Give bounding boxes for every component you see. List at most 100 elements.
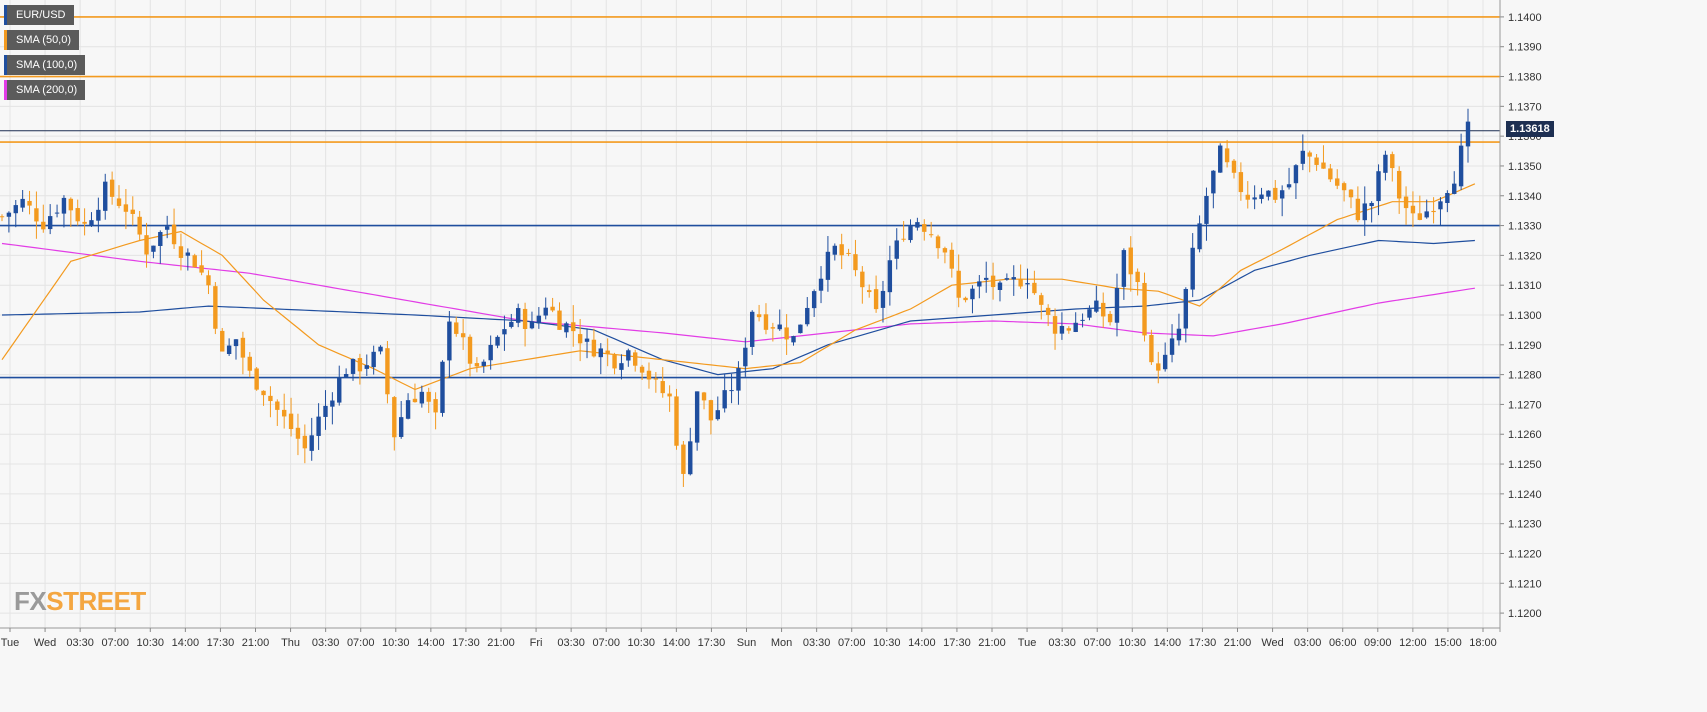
x-axis: Tue Wed 03:30 07:00 10:30 14:00 17:30 21:00 Thu 0…: [0, 627, 1500, 649]
candle-body: [522, 308, 528, 329]
candle-body: [839, 244, 844, 256]
candle-body: [626, 350, 631, 361]
candle-body: [412, 398, 418, 403]
candle-body: [777, 324, 782, 330]
candle-body: [1094, 300, 1099, 312]
candle-body: [164, 226, 170, 230]
candle-body: [1341, 183, 1347, 191]
y-tick-label: 1.1330: [1508, 221, 1542, 233]
candle-body: [433, 399, 438, 413]
candle-body: [674, 396, 679, 446]
candle-body: [1066, 328, 1072, 331]
candle-body: [639, 366, 645, 373]
candle-body: [571, 322, 576, 332]
x-tick-label: 17:30: [1189, 637, 1217, 649]
candle-body: [488, 344, 493, 361]
x-tick-label: 17:30: [943, 637, 971, 649]
candle-body: [1080, 319, 1085, 321]
candle-body: [82, 221, 87, 224]
legend-swatch: [4, 55, 7, 75]
candle-body: [887, 260, 893, 293]
candle-body: [309, 435, 314, 451]
x-tick-label: 10:30: [137, 637, 165, 649]
y-tick-label: 1.1220: [1508, 548, 1542, 560]
x-tick-label: 07:00: [101, 637, 129, 649]
x-tick-label: 17:30: [207, 637, 235, 649]
candle-body: [942, 248, 948, 253]
candle-body: [557, 310, 562, 330]
x-tick-label: 14:00: [908, 637, 936, 649]
x-tick-label: 17:30: [698, 637, 726, 649]
legend-item-sma100[interactable]: SMA (100,0): [4, 55, 86, 75]
candle-body: [481, 361, 486, 366]
y-tick-label: 1.1380: [1508, 72, 1542, 84]
x-tick-label: Wed: [1261, 637, 1283, 649]
candle-body: [1396, 170, 1402, 199]
candle-body: [1238, 172, 1244, 193]
y-tick-label: 1.1390: [1508, 42, 1542, 54]
legend-item-sma50[interactable]: SMA (50,0): [4, 30, 80, 50]
y-tick-label: 1.1290: [1508, 340, 1542, 352]
x-tick-label: 06:00: [1329, 637, 1357, 649]
candle-body: [825, 251, 831, 280]
candle-body: [1169, 338, 1175, 355]
candle-body: [1335, 178, 1340, 186]
x-tick-label: 14:00: [172, 637, 200, 649]
candle-body: [68, 198, 74, 211]
candle-body: [34, 208, 39, 222]
candle-body: [1431, 210, 1436, 213]
x-tick-label: 17:30: [452, 637, 480, 649]
candle-body: [949, 249, 955, 269]
candle-body: [901, 238, 906, 240]
candle-body: [935, 236, 941, 249]
legend-swatch: [4, 5, 7, 25]
candle-body: [47, 216, 53, 230]
candle-body: [75, 208, 80, 222]
y-axis: 1.1200 1.1210 1.1220 1.1230 1.1240 1.1250 1.12…: [1499, 0, 1542, 632]
legend-label: SMA (50,0): [16, 34, 72, 46]
candle-body: [818, 278, 824, 291]
candle-body: [915, 222, 920, 228]
candle-body: [653, 378, 659, 380]
candle-body: [151, 245, 156, 252]
candle-body: [529, 321, 535, 329]
candle-body: [694, 391, 700, 443]
candle-body: [213, 286, 218, 329]
y-tick-label: 1.1250: [1508, 459, 1542, 471]
candle-body: [1018, 278, 1023, 287]
candle-body: [1032, 282, 1037, 294]
candle-body: [1300, 150, 1306, 164]
candle-body: [178, 246, 184, 258]
candle-body: [1135, 271, 1140, 283]
x-tick-label: 14:00: [663, 637, 691, 649]
candle-body: [1114, 287, 1120, 323]
candle-body: [1321, 162, 1326, 169]
logo-fx: FX: [14, 586, 47, 616]
candle-body: [1190, 247, 1195, 290]
candle-body: [0, 216, 5, 218]
candle-body: [1045, 307, 1051, 315]
x-tick-label: 07:00: [592, 637, 620, 649]
candle-body: [1004, 278, 1010, 280]
candle-body: [860, 271, 865, 288]
candlesticks: [0, 108, 1471, 487]
candle-body: [832, 245, 837, 255]
candle-body: [371, 351, 376, 368]
candle-body: [564, 323, 569, 333]
candle-body: [392, 397, 397, 438]
logo-street: STREET: [46, 586, 146, 616]
legend-item-eurusd[interactable]: EUR/USD: [4, 5, 74, 25]
candle-body: [337, 377, 342, 403]
x-tick-label: 03:30: [66, 637, 94, 649]
candle-body: [1162, 354, 1168, 370]
candle-body: [1458, 145, 1464, 187]
legend-item-sma200[interactable]: SMA (200,0): [4, 80, 86, 100]
candle-body: [158, 231, 163, 246]
candle-body: [1293, 165, 1299, 184]
candle-body: [1252, 197, 1257, 200]
candle-body: [805, 307, 810, 325]
candle-body: [550, 306, 555, 311]
candle-body: [1314, 157, 1319, 165]
candle-body: [536, 315, 542, 324]
